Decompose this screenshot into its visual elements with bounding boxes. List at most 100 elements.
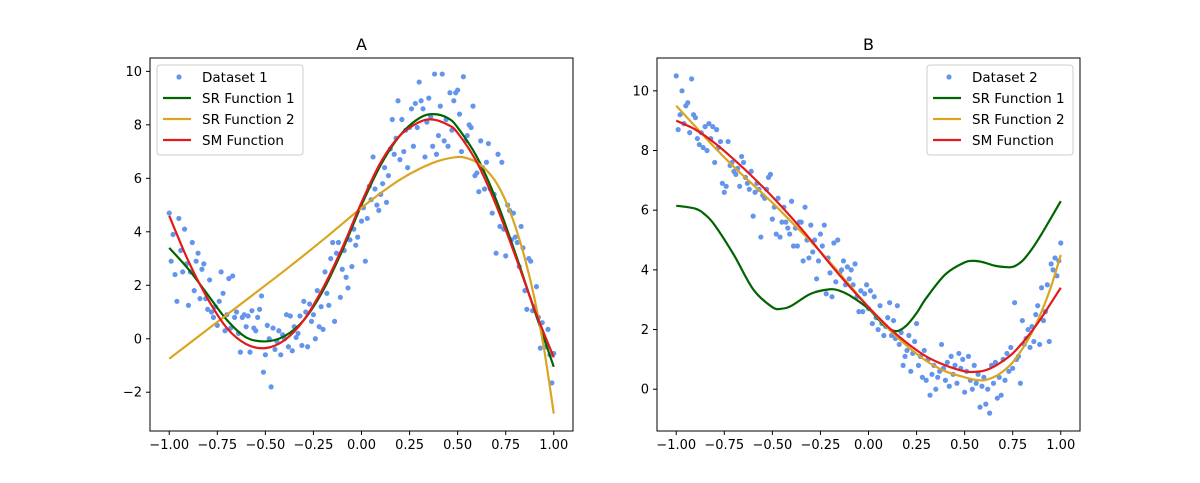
scatter-point bbox=[896, 341, 902, 348]
scatter-point bbox=[483, 159, 490, 165]
scatter-point bbox=[481, 186, 488, 192]
scatter-point bbox=[195, 250, 201, 256]
scatter-point bbox=[182, 226, 188, 232]
scatter-point bbox=[397, 157, 403, 163]
scatter-point bbox=[237, 349, 243, 355]
scatter-point bbox=[933, 386, 939, 392]
scatter-point bbox=[199, 266, 205, 272]
scatter-point bbox=[381, 165, 388, 171]
scatter-point bbox=[838, 267, 845, 273]
scatter-point bbox=[276, 328, 282, 334]
scatter-point bbox=[426, 95, 432, 101]
scatter-point bbox=[374, 202, 380, 208]
scatter-point bbox=[216, 298, 222, 304]
scatter-point bbox=[389, 116, 395, 123]
scatter-point bbox=[414, 124, 420, 131]
scatter-point bbox=[255, 314, 261, 320]
scatter-point bbox=[262, 352, 268, 358]
scatter-point bbox=[798, 219, 804, 225]
y-tick-label: 8 bbox=[641, 144, 649, 159]
scatter-point bbox=[673, 73, 679, 79]
scatter-point bbox=[777, 234, 783, 240]
scatter-point bbox=[247, 349, 253, 355]
scatter-point bbox=[812, 237, 818, 243]
scatter-point bbox=[310, 312, 317, 318]
scatter-point bbox=[210, 314, 217, 320]
scatter-point bbox=[197, 296, 203, 302]
scatter-point bbox=[969, 386, 975, 392]
scatter-point bbox=[347, 237, 353, 243]
legend-label: SM Function bbox=[972, 133, 1054, 149]
scatter-point bbox=[773, 231, 779, 237]
scatter-point bbox=[971, 362, 977, 368]
scatter-point bbox=[358, 218, 365, 224]
x-tick-label: 0.75 bbox=[491, 438, 520, 453]
x-tick-label: −0.75 bbox=[197, 438, 237, 453]
y-tick-label: 6 bbox=[641, 204, 649, 219]
axis-ticks: −1.00 −0.75 −0.50 −0.25 0.00 0.25 0.50 0.75 1.00… bbox=[632, 84, 1075, 453]
x-tick-label: −0.50 bbox=[752, 438, 792, 453]
scatter-point bbox=[458, 148, 465, 155]
scatter-point bbox=[410, 143, 417, 149]
scatter-point bbox=[994, 395, 1000, 401]
scatter-point bbox=[752, 189, 758, 195]
scatter-point bbox=[353, 242, 359, 248]
scatter-point bbox=[189, 239, 195, 246]
scatter-point bbox=[890, 317, 897, 324]
scatter-point bbox=[990, 380, 997, 386]
x-tick-label: −1.00 bbox=[656, 438, 696, 453]
scatter-point bbox=[391, 151, 397, 157]
scatter-point bbox=[827, 270, 833, 276]
scatter-point bbox=[956, 350, 962, 357]
scatter-point bbox=[478, 138, 484, 144]
scatter-point bbox=[885, 315, 891, 321]
scatter-point bbox=[706, 121, 712, 127]
scatter-point bbox=[233, 309, 240, 315]
scatter-point bbox=[685, 100, 691, 106]
scatter-point bbox=[973, 380, 979, 386]
scatter-point bbox=[806, 255, 812, 261]
scatter-point bbox=[168, 258, 174, 264]
scatter-point bbox=[1004, 350, 1010, 357]
scatter-point bbox=[408, 106, 415, 112]
scatter-point bbox=[401, 148, 407, 155]
x-tick-label: 0.50 bbox=[950, 438, 979, 453]
plot-area bbox=[673, 73, 1064, 416]
scatter-point bbox=[902, 353, 908, 359]
scatter-point bbox=[545, 326, 551, 332]
scatter-point bbox=[295, 330, 301, 337]
scatter-point bbox=[464, 132, 470, 139]
scatter-point bbox=[370, 154, 376, 160]
legend-item: Dataset 2 bbox=[946, 70, 1038, 86]
axis-ticks: −1.00 −0.75 −0.50 −0.25 0.00 0.25 0.50 0.75 1.00… bbox=[123, 65, 568, 453]
scatter-point bbox=[915, 362, 922, 368]
scatter-point bbox=[767, 171, 774, 177]
scatter-point bbox=[733, 171, 739, 177]
scatter-point bbox=[1046, 338, 1052, 345]
x-tick-label: 0.25 bbox=[902, 438, 931, 453]
scatter-point bbox=[979, 383, 985, 389]
y-tick-label: 10 bbox=[125, 65, 142, 80]
scatter-point bbox=[456, 111, 463, 117]
scatter-point bbox=[960, 356, 966, 362]
scatter-point bbox=[1025, 326, 1031, 333]
scatter-point bbox=[493, 250, 499, 256]
scatter-point bbox=[894, 303, 900, 309]
y-tick-label: 0 bbox=[641, 383, 649, 398]
scatter-point bbox=[316, 324, 322, 330]
scatter-point bbox=[268, 384, 274, 390]
scatter-point bbox=[819, 243, 825, 249]
series-line-sm-function bbox=[168, 118, 555, 358]
scatter-point bbox=[514, 239, 520, 246]
scatter-point bbox=[746, 186, 752, 192]
scatter-point bbox=[833, 279, 839, 285]
scatter-point bbox=[790, 243, 797, 249]
subplot-title: B bbox=[863, 35, 874, 54]
scatter-point bbox=[975, 371, 981, 377]
scatter-point bbox=[362, 258, 368, 264]
x-tick-label: 1.00 bbox=[1046, 438, 1075, 453]
scatter-point bbox=[499, 159, 505, 165]
scatter-point bbox=[852, 261, 858, 267]
scatter-point bbox=[904, 347, 910, 354]
